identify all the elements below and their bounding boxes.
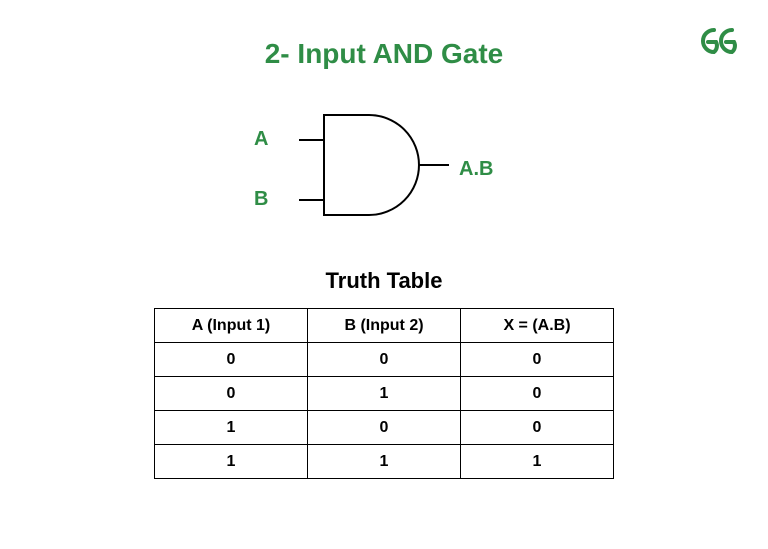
table-cell: 0 bbox=[308, 411, 461, 445]
table-row: 0 1 0 bbox=[155, 377, 614, 411]
table-title: Truth Table bbox=[0, 268, 768, 294]
table-cell: 0 bbox=[155, 377, 308, 411]
column-header: B (Input 2) bbox=[308, 309, 461, 343]
table-cell: 0 bbox=[461, 411, 614, 445]
table-cell: 1 bbox=[155, 445, 308, 479]
table-row: 1 0 0 bbox=[155, 411, 614, 445]
table-row: 0 0 0 bbox=[155, 343, 614, 377]
truth-table: A (Input 1) B (Input 2) X = (A.B) 0 0 0 … bbox=[154, 308, 614, 479]
logo bbox=[698, 28, 738, 61]
table-cell: 1 bbox=[461, 445, 614, 479]
table-header-row: A (Input 1) B (Input 2) X = (A.B) bbox=[155, 309, 614, 343]
table-cell: 1 bbox=[308, 377, 461, 411]
gate-body bbox=[324, 115, 419, 215]
table-cell: 0 bbox=[461, 343, 614, 377]
column-header: X = (A.B) bbox=[461, 309, 614, 343]
table-cell: 1 bbox=[155, 411, 308, 445]
input-label-b: B bbox=[254, 188, 268, 211]
table-cell: 0 bbox=[461, 377, 614, 411]
table-row: 1 1 1 bbox=[155, 445, 614, 479]
and-gate-symbol bbox=[299, 110, 454, 220]
table-cell: 1 bbox=[308, 445, 461, 479]
table-cell: 0 bbox=[155, 343, 308, 377]
column-header: A (Input 1) bbox=[155, 309, 308, 343]
output-label: A.B bbox=[459, 158, 493, 181]
page-title: 2- Input AND Gate bbox=[0, 0, 768, 70]
and-gate-diagram: A B A.B bbox=[254, 110, 514, 240]
table-cell: 0 bbox=[308, 343, 461, 377]
input-label-a: A bbox=[254, 128, 268, 151]
